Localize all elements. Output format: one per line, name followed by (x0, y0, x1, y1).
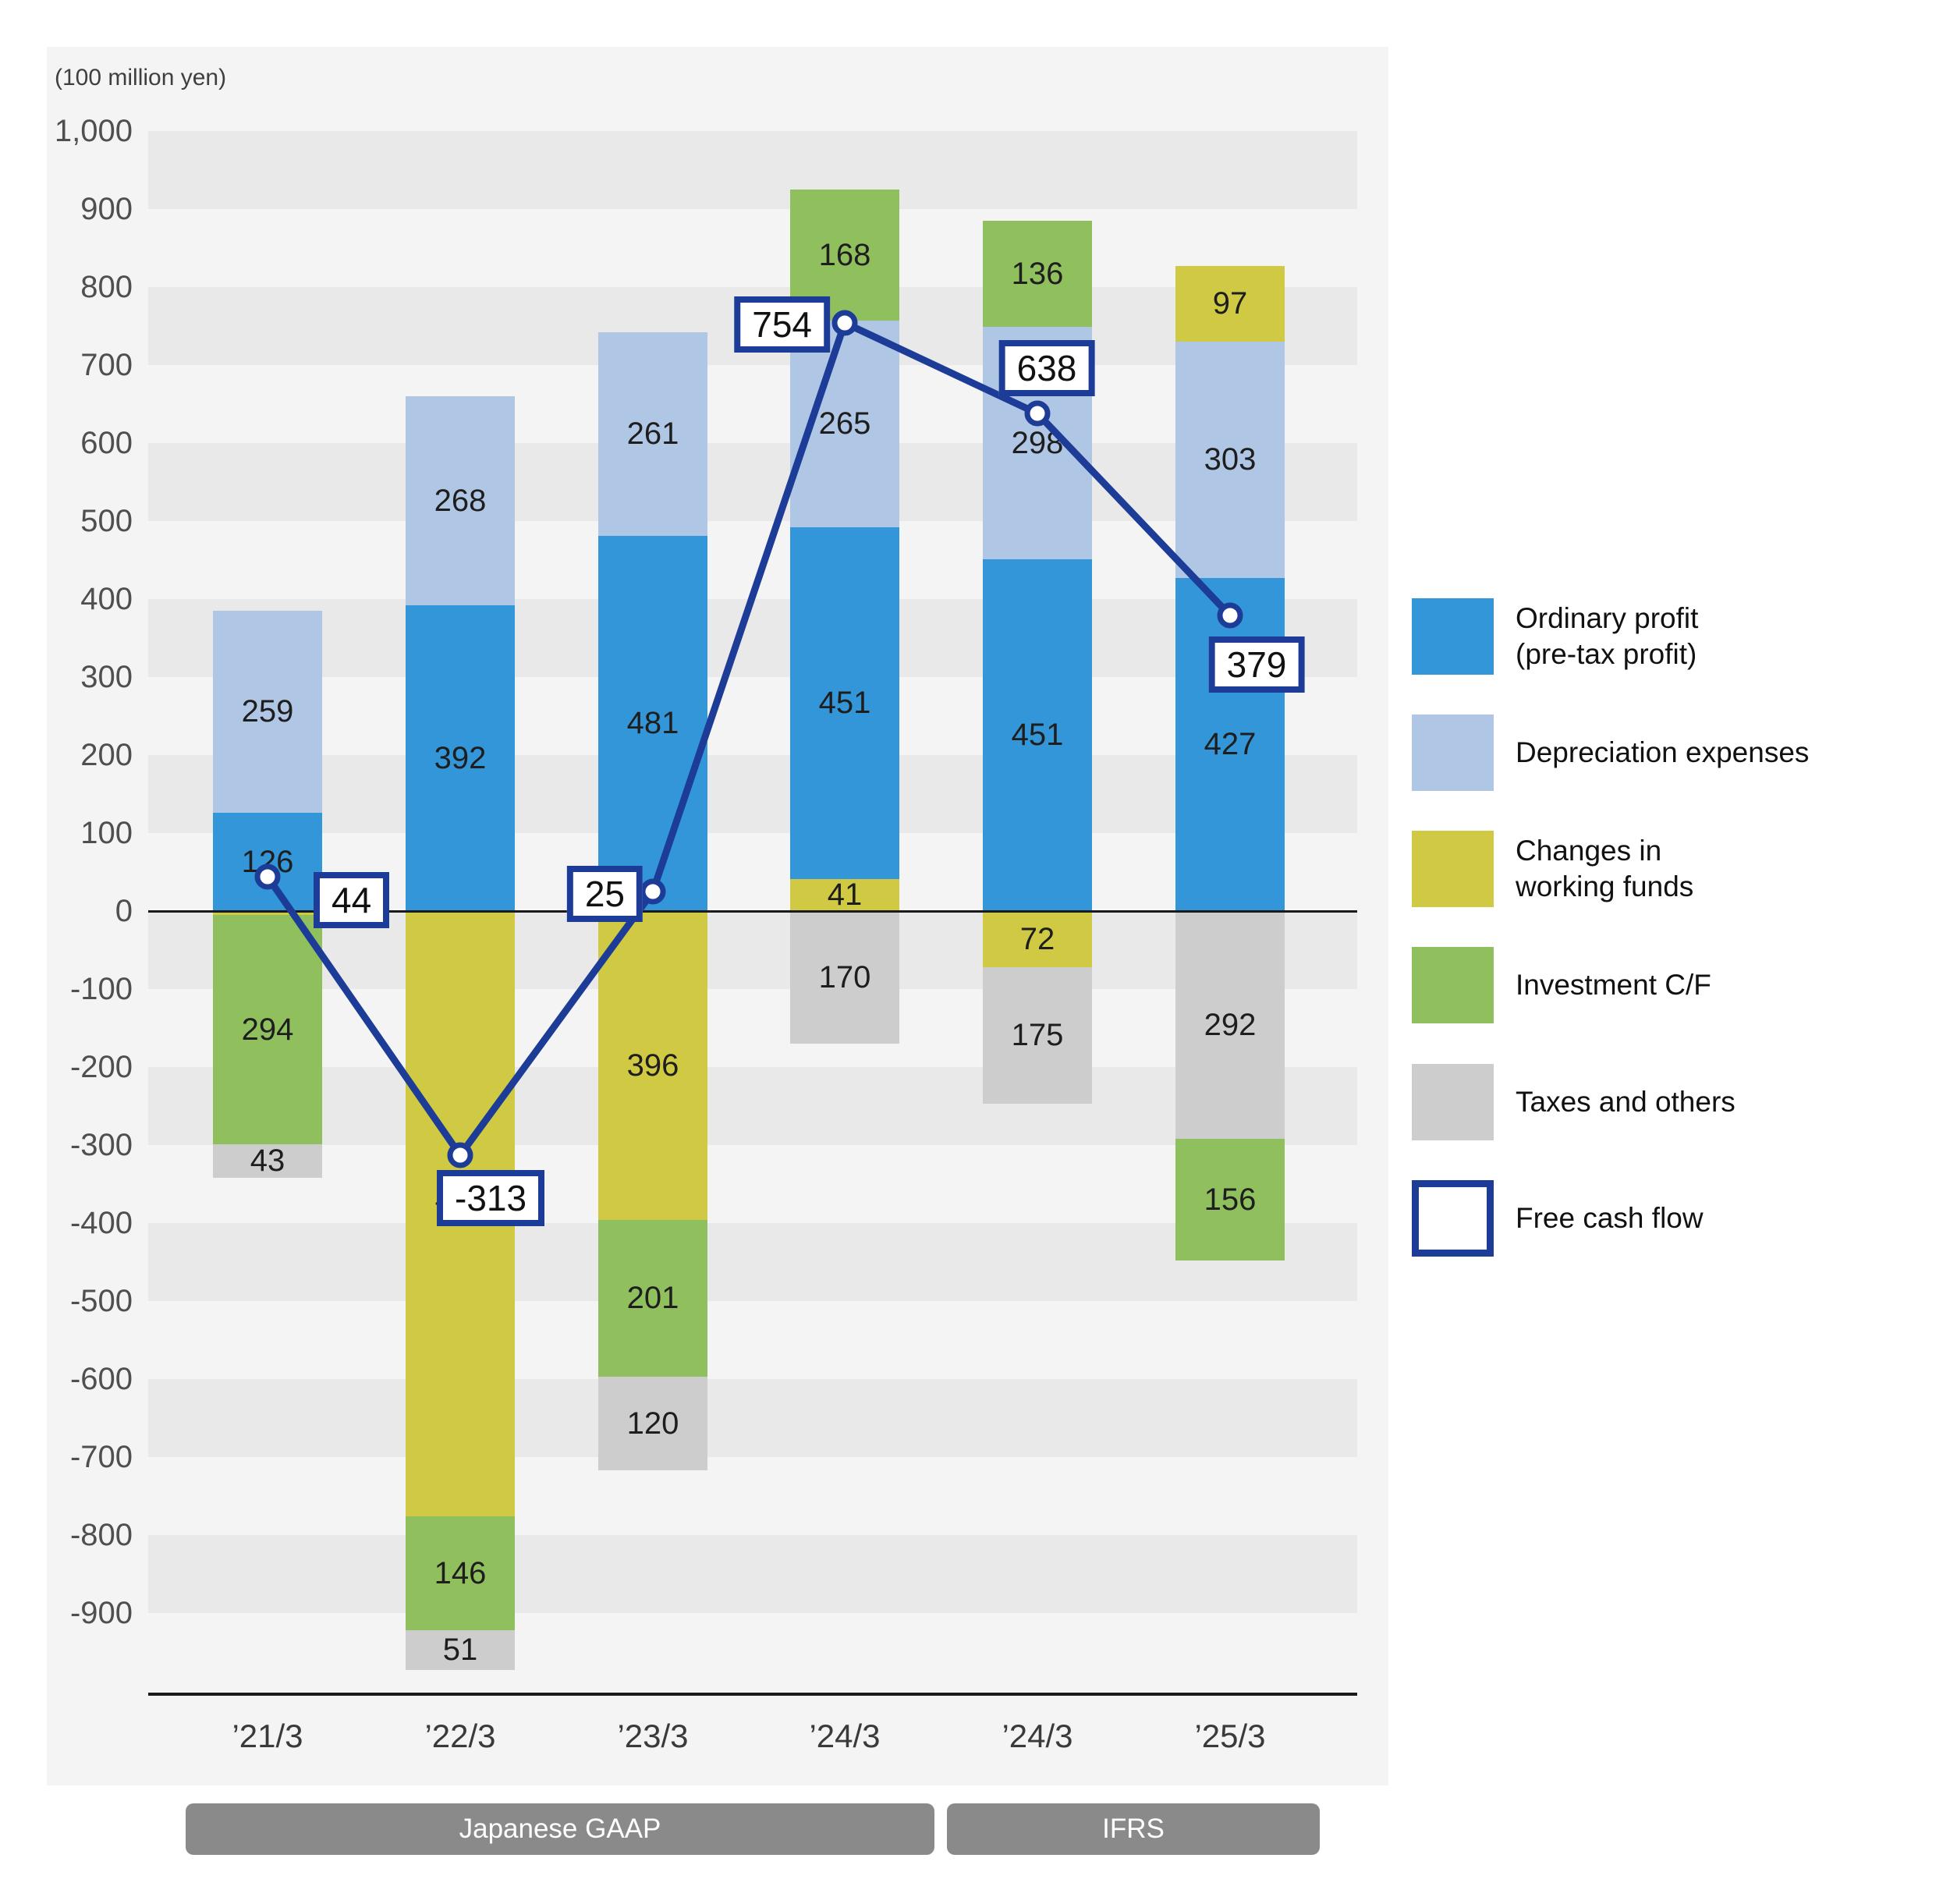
legend-swatch (1412, 831, 1494, 907)
x-axis-label: ’22/3 (424, 1718, 496, 1754)
y-axis-tick: 400 (80, 582, 133, 616)
legend-item-lightblue: Depreciation expenses (1412, 714, 1809, 791)
bar-segment-yellow (983, 911, 1092, 967)
bar-segment-yellow (213, 911, 322, 915)
y-axis-tick: -300 (69, 1128, 133, 1162)
y-axis-tick: 500 (80, 504, 133, 538)
bar-segment-yellow (1175, 266, 1285, 342)
y-axis-tick: -500 (69, 1284, 133, 1318)
bar-segment-green (406, 1516, 515, 1630)
y-axis-tick: -600 (69, 1362, 133, 1396)
bar-segment-lightblue (213, 611, 322, 813)
legend-label: Depreciation expenses (1516, 736, 1810, 768)
bar-segment-gray (983, 967, 1092, 1104)
y-axis-tick: -900 (69, 1596, 133, 1630)
bar-segment-blue (213, 813, 322, 911)
grid-band (148, 1535, 1357, 1613)
x-axis-label: ’21/3 (232, 1718, 303, 1754)
grid-band (148, 443, 1357, 521)
bar-segment-green (598, 1220, 707, 1377)
y-axis-tick: 300 (80, 660, 133, 694)
zero-baseline (148, 910, 1357, 913)
bar-segment-lightblue (598, 332, 707, 536)
bar-segment-gray (1175, 911, 1285, 1139)
grid-band (148, 599, 1357, 677)
legend-item-green: Investment C/F (1412, 947, 1711, 1023)
fcf-value-box: 638 (998, 340, 1095, 396)
fcf-value-box: -313 (437, 1170, 545, 1226)
y-axis-tick: 800 (80, 270, 133, 304)
y-axis-tick: -700 (69, 1440, 133, 1474)
legend-swatch (1412, 1180, 1494, 1257)
bar-segment-blue (598, 536, 707, 911)
y-axis-tick: -100 (69, 972, 133, 1006)
bar-segment-gray (406, 1630, 515, 1670)
fcf-marker (1217, 602, 1243, 629)
ifrs-badge: IFRS (947, 1803, 1320, 1855)
bar-segment-gray (598, 1377, 707, 1470)
bar-segment-lightblue (1175, 342, 1285, 578)
gaap-badge: Japanese GAAP (186, 1803, 934, 1855)
legend-swatch (1412, 947, 1494, 1023)
y-axis-tick: 900 (80, 192, 133, 226)
legend-item-blue: Ordinary profit (pre-tax profit) (1412, 598, 1698, 675)
grid-band (148, 755, 1357, 833)
x-axis-line (148, 1693, 1357, 1696)
y-axis-tick: 700 (80, 348, 133, 382)
fcf-marker (447, 1142, 473, 1168)
grid-band (148, 1067, 1357, 1145)
fcf-value-box: 754 (734, 296, 830, 353)
x-axis-label: ’24/3 (809, 1718, 881, 1754)
legend-swatch (1412, 598, 1494, 675)
y-axis-tick: 0 (115, 894, 133, 928)
legend-label: Free cash flow (1516, 1202, 1704, 1234)
axis-unit-label: (100 million yen) (55, 65, 227, 90)
fcf-line-path (264, 317, 1233, 1161)
bar-segment-gray (213, 1144, 322, 1178)
grid-band (148, 1379, 1357, 1457)
legend-label: Changes in working funds (1516, 835, 1694, 902)
y-axis-tick: 600 (80, 426, 133, 460)
fcf-value-box: 44 (314, 872, 390, 928)
y-axis-tick: 1,000 (54, 114, 133, 148)
bar-segment-gray (790, 911, 899, 1044)
y-axis-tick: -400 (69, 1206, 133, 1240)
y-axis-tick: -200 (69, 1050, 133, 1084)
bar-segment-yellow (790, 879, 899, 911)
legend-item-yellow: Changes in working funds (1412, 831, 1693, 907)
grid-band (148, 131, 1357, 209)
fcf-marker (640, 878, 666, 905)
bar-segment-blue (1175, 578, 1285, 911)
y-axis-tick: 100 (80, 816, 133, 850)
x-axis-label: ’23/3 (617, 1718, 689, 1754)
legend-swatch (1412, 1064, 1494, 1140)
grid-band (148, 1223, 1357, 1301)
bar-segment-lightblue (406, 396, 515, 605)
legend-label: Taxes and others (1516, 1086, 1736, 1118)
legend-label: Investment C/F (1516, 969, 1711, 1001)
bar-segment-yellow (598, 911, 707, 1220)
y-axis-tick: 200 (80, 738, 133, 772)
y-axis-tick: -800 (69, 1518, 133, 1552)
legend-item-free-cash-flow: Free cash flow (1412, 1180, 1704, 1257)
x-axis-label: ’25/3 (1194, 1718, 1266, 1754)
bar-segment-blue (790, 527, 899, 879)
fcf-value-box: 379 (1208, 636, 1305, 693)
bar-segment-blue (406, 605, 515, 911)
bar-segment-green (1175, 1139, 1285, 1260)
fcf-marker (254, 863, 281, 890)
bar-segment-blue (983, 559, 1092, 911)
bar-segment-green (213, 915, 322, 1144)
fcf-marker (1024, 400, 1051, 427)
legend-swatch (1412, 714, 1494, 791)
legend-label: Ordinary profit (pre-tax profit) (1516, 602, 1699, 670)
x-axis-label: ’24/3 (1002, 1718, 1073, 1754)
fcf-value-box: 25 (566, 866, 643, 922)
fcf-marker (831, 310, 858, 336)
bar-segment-green (983, 221, 1092, 327)
legend-item-gray: Taxes and others (1412, 1064, 1736, 1140)
